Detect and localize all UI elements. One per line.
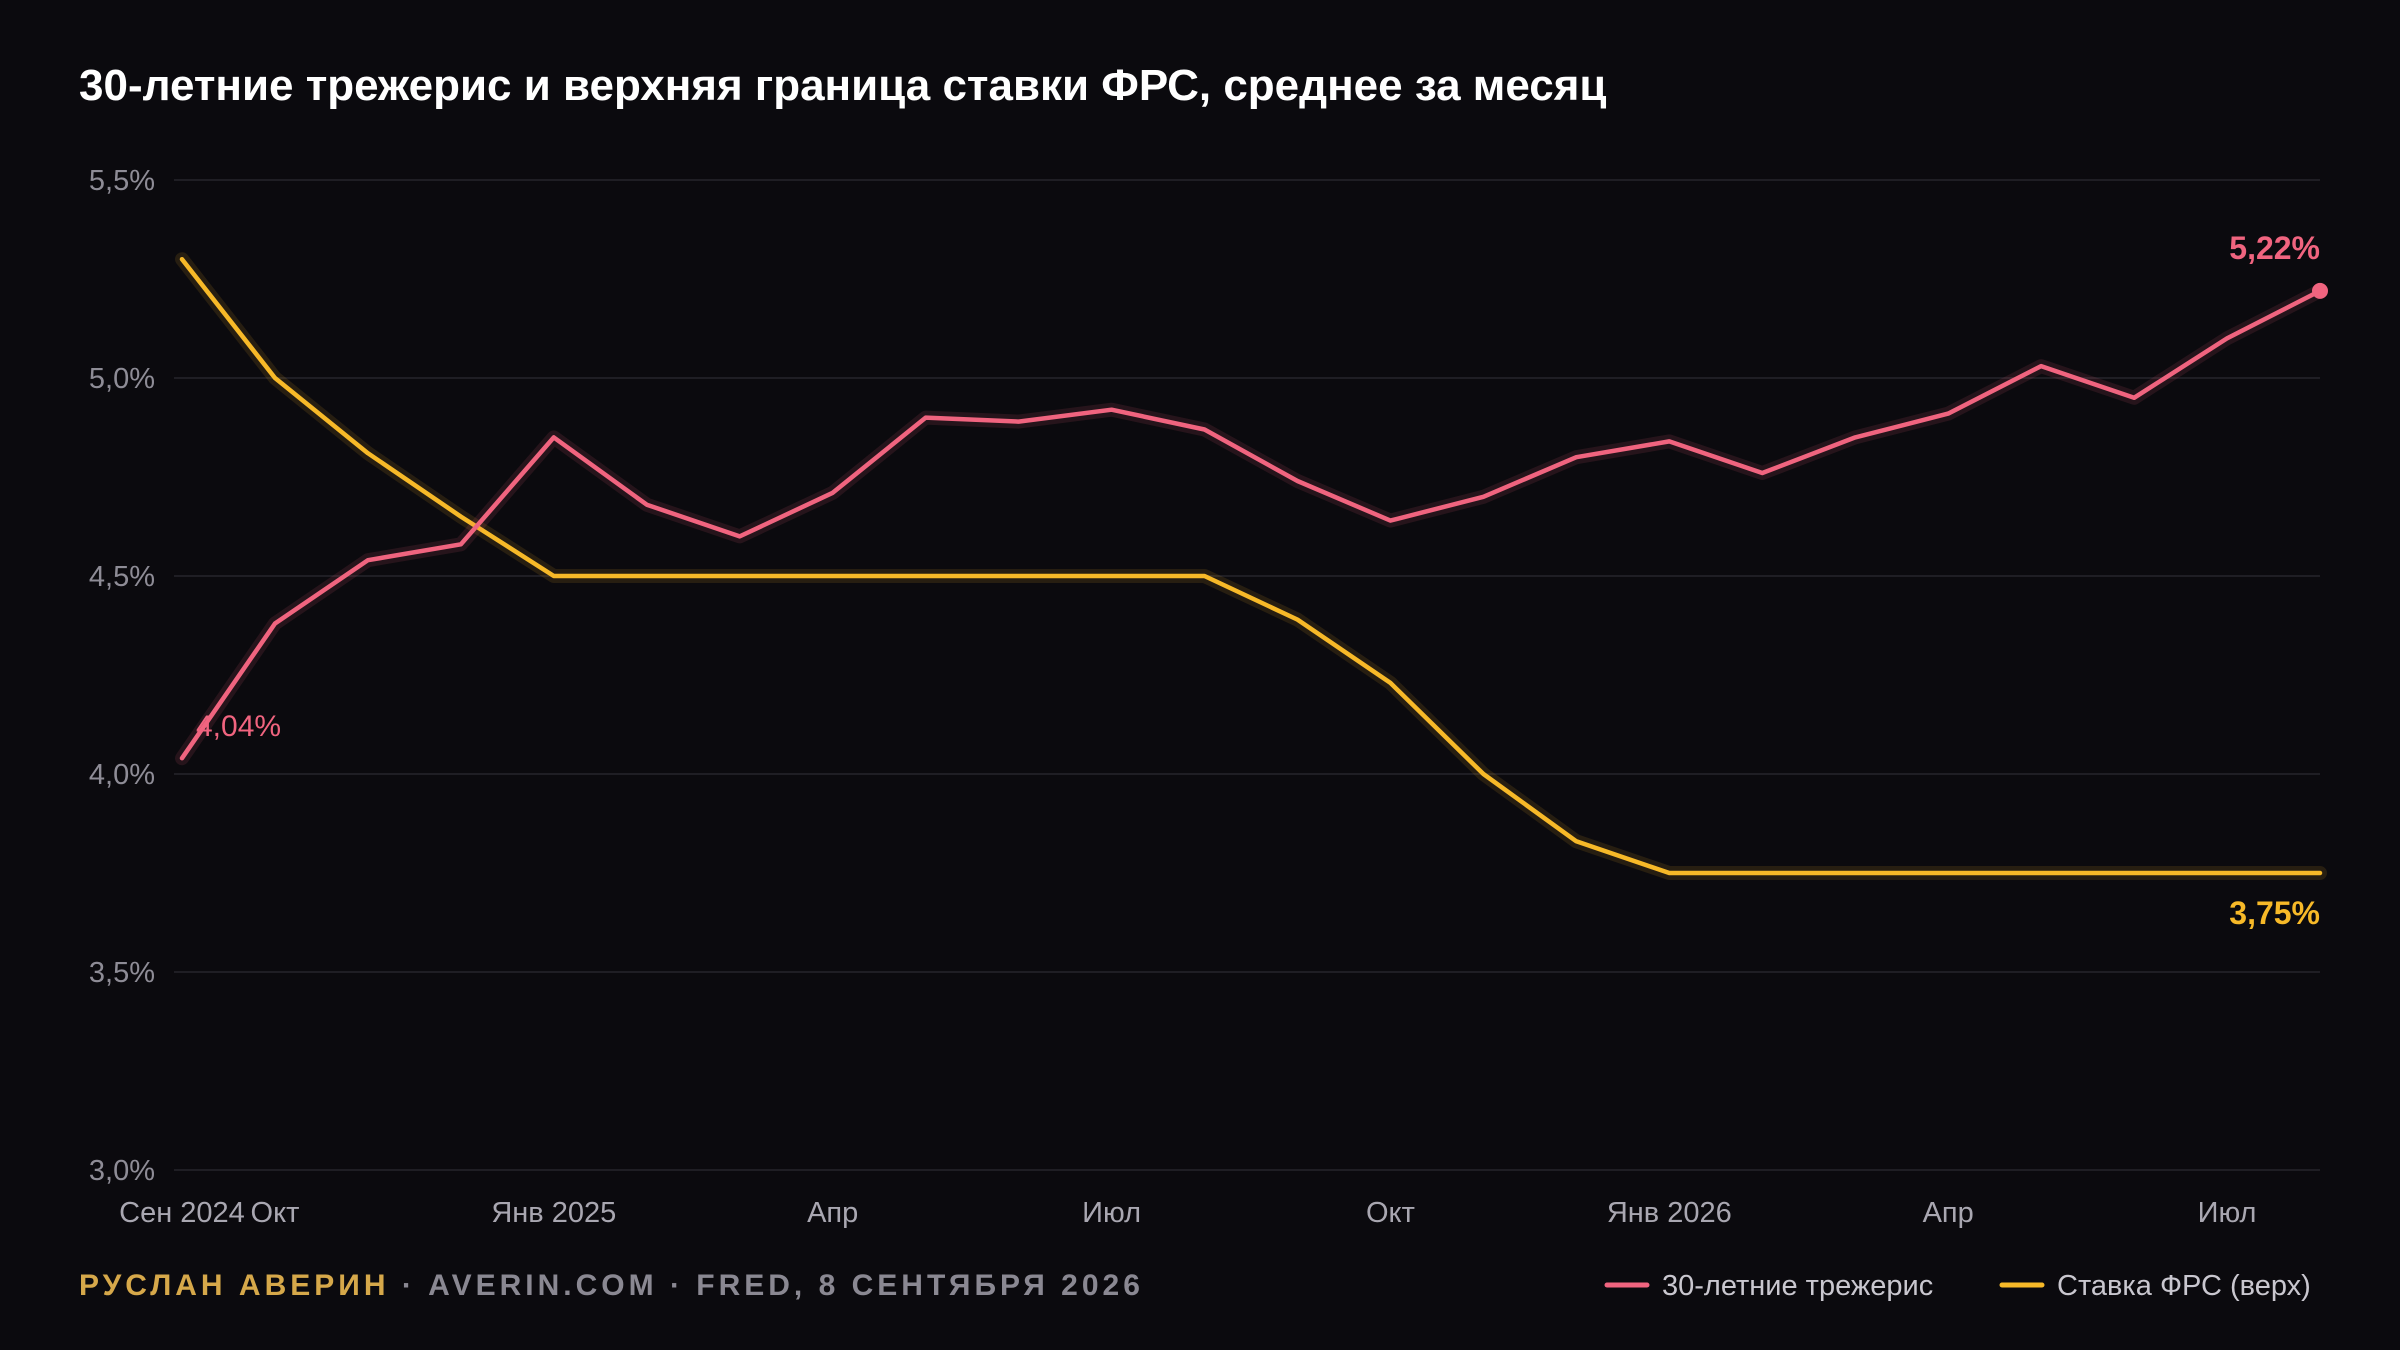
x-tick-label: Апр [807, 1197, 858, 1229]
y-tick-label: 4,0% [89, 759, 155, 791]
credit-line: РУСЛАН АВЕРИН · AVERIN.COM · FRED, 8 СЕН… [79, 1269, 1144, 1302]
credit-source: · AVERIN.COM · FRED, 8 СЕНТЯБРЯ 2026 [390, 1269, 1144, 1302]
fed-rate-line [179, 256, 2323, 876]
x-tick-label: Апр [1923, 1197, 1974, 1229]
treasury-line [179, 288, 2323, 761]
treasury-end-point [2312, 282, 2328, 299]
grid-lines [174, 179, 2320, 1171]
x-tick-label: Окт [251, 1197, 300, 1229]
x-tick-label: Сен 2024 [119, 1197, 245, 1229]
credit-author: РУСЛАН АВЕРИН [79, 1269, 390, 1302]
y-axis-ticks: 3,0% 3,5% 4,0% 4,5% 5,0% 5,5% [89, 165, 155, 1187]
fed-rate-line-glow [175, 252, 2327, 880]
legend: 30-летние трежерис Ставка ФРС (верх) [1604, 1270, 2311, 1302]
treasury-end-label: 5,22% [2229, 230, 2320, 266]
y-tick-label: 5,0% [89, 363, 155, 395]
y-tick-label: 5,5% [89, 165, 155, 197]
y-tick-label: 3,0% [89, 1155, 155, 1187]
y-tick-label: 3,5% [89, 957, 155, 989]
series-lines [175, 252, 2328, 880]
x-tick-label: Июл [1082, 1197, 1141, 1229]
treasury-line-glow [175, 283, 2327, 766]
x-tick-label: Окт [1366, 1197, 1415, 1229]
treasury-start-label: 4,04% [196, 710, 281, 743]
chart-title: 30-летние трежерис и верхняя граница ста… [79, 61, 1606, 110]
x-tick-label: Янв 2025 [491, 1197, 616, 1229]
data-labels: 5,22% 4,04% 3,75% [196, 230, 2320, 931]
fed-end-label: 3,75% [2229, 895, 2320, 931]
y-tick-label: 4,5% [89, 561, 155, 593]
x-axis-ticks: Сен 2024 Окт Янв 2025 Апр Июл Окт Янв 2026 Апр И… [119, 1197, 2256, 1229]
x-tick-label: Янв 2026 [1607, 1197, 1732, 1229]
legend-label-treasury: 30-летние трежерис [1662, 1270, 1933, 1302]
legend-label-fed: Ставка ФРС (верх) [2057, 1270, 2311, 1302]
x-tick-label: Июл [2198, 1197, 2257, 1229]
